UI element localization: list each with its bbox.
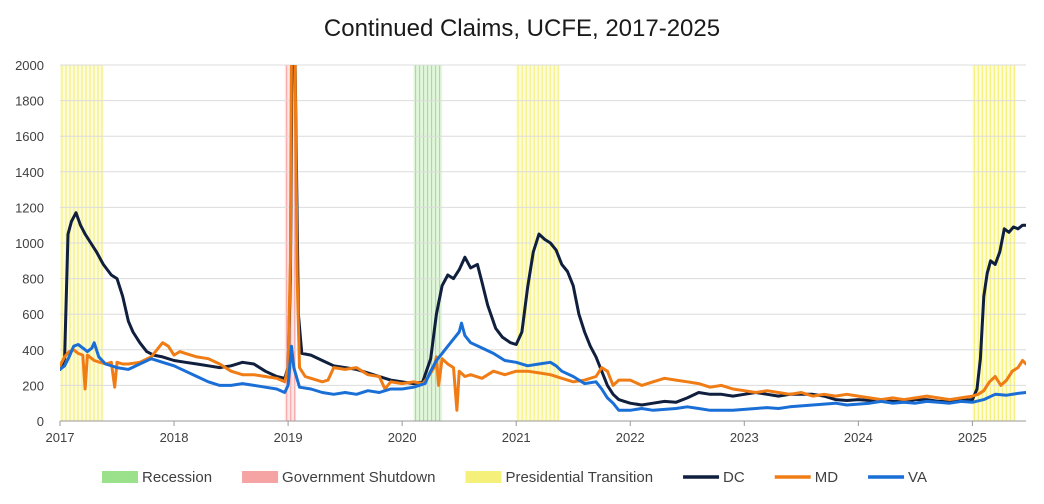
legend-swatch-recession [102,471,138,483]
y-tick-label: 0 [37,414,44,429]
legend-label-md: MD [815,469,838,486]
plot-series [60,65,1026,412]
x-tick-label: 2020 [388,430,417,445]
legend-swatch-presidential-transition [465,471,502,483]
x-tick-label: 2022 [616,430,645,445]
y-tick-label: 200 [22,378,44,393]
x-tick-label: 2023 [730,430,759,445]
x-tick-label: 2017 [46,430,75,445]
legend-swatch-government-shutdown [242,471,279,483]
y-tick-label: 400 [22,343,44,358]
y-tick-label: 600 [22,307,44,322]
x-tick-label: 2025 [958,430,987,445]
x-axis-ticks: 2017 2018 2019 2020 2021 2022 2023 2024 2025 [46,421,987,445]
series-group [60,65,1026,412]
legend-label-government-shutdown: Government Shutdown [282,469,435,486]
x-tick-label: 2021 [502,430,531,445]
y-tick-label: 1600 [15,129,44,144]
chart-title: Continued Claims, UCFE, 2017-2025 [324,15,720,42]
legend-label-va: VA [908,469,927,486]
y-tick-label: 1200 [15,200,44,215]
y-tick-label: 2000 [15,58,44,73]
grid-lines [60,64,1026,422]
x-tick-label: 2019 [274,430,303,445]
y-axis-ticks: 0 200 400 600 800 1000 1200 1400 1600 1800 2000 [15,58,44,429]
legend: Recession Government Shutdown Presidential… [102,469,927,486]
legend-label-dc: DC [723,469,745,486]
y-tick-label: 1800 [15,94,44,109]
series-line-va [60,321,1026,412]
x-tick-label: 2024 [844,430,873,445]
y-tick-label: 800 [22,272,44,287]
x-tick-label: 2018 [160,430,189,445]
y-tick-label: 1000 [15,236,44,251]
legend-label-presidential-transition: Presidential Transition [505,469,653,486]
legend-label-recession: Recession [142,469,212,486]
y-tick-label: 1400 [15,165,44,180]
series-line-md [60,65,1026,412]
